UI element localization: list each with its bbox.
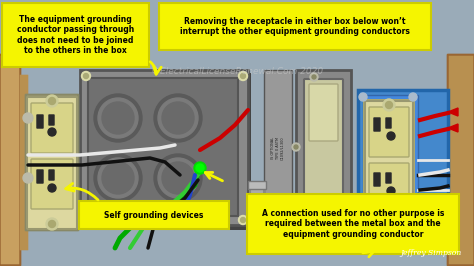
FancyBboxPatch shape (31, 159, 73, 209)
Text: The equipment grounding
conductor passing through
does not need to be joined
to : The equipment grounding conductor passin… (17, 15, 134, 55)
Circle shape (359, 93, 367, 101)
Circle shape (385, 102, 392, 109)
FancyBboxPatch shape (369, 163, 409, 213)
Circle shape (94, 154, 142, 202)
FancyBboxPatch shape (365, 101, 413, 247)
FancyBboxPatch shape (248, 181, 266, 189)
Circle shape (162, 102, 194, 134)
FancyBboxPatch shape (264, 70, 292, 230)
Circle shape (383, 237, 395, 249)
FancyBboxPatch shape (31, 103, 73, 153)
Circle shape (83, 73, 89, 78)
FancyBboxPatch shape (296, 70, 351, 228)
Circle shape (312, 220, 316, 224)
Circle shape (46, 95, 58, 107)
Circle shape (98, 158, 138, 198)
FancyBboxPatch shape (0, 55, 20, 265)
FancyBboxPatch shape (49, 170, 55, 180)
FancyBboxPatch shape (26, 95, 78, 230)
Circle shape (292, 143, 300, 151)
Circle shape (240, 218, 246, 222)
FancyBboxPatch shape (364, 100, 414, 248)
FancyBboxPatch shape (2, 3, 149, 67)
FancyBboxPatch shape (36, 170, 43, 183)
FancyBboxPatch shape (309, 84, 338, 141)
Text: Self grounding devices: Self grounding devices (104, 210, 204, 219)
Circle shape (240, 73, 246, 78)
Circle shape (48, 98, 55, 105)
Circle shape (158, 98, 198, 138)
FancyBboxPatch shape (80, 70, 248, 225)
Circle shape (409, 93, 417, 101)
FancyBboxPatch shape (20, 75, 28, 250)
FancyBboxPatch shape (386, 173, 392, 183)
Circle shape (82, 215, 91, 225)
Circle shape (383, 99, 395, 111)
Circle shape (294, 145, 298, 149)
FancyBboxPatch shape (27, 97, 77, 229)
FancyBboxPatch shape (49, 115, 55, 125)
Circle shape (154, 94, 202, 142)
FancyBboxPatch shape (374, 118, 380, 131)
Circle shape (83, 218, 89, 222)
FancyBboxPatch shape (247, 194, 459, 254)
Circle shape (310, 73, 318, 81)
FancyBboxPatch shape (79, 201, 229, 229)
FancyBboxPatch shape (386, 118, 392, 128)
Text: Jeffrey Simpson: Jeffrey Simpson (401, 249, 462, 257)
Circle shape (48, 221, 55, 227)
Circle shape (48, 128, 56, 136)
Circle shape (82, 72, 91, 81)
Polygon shape (448, 124, 458, 132)
FancyBboxPatch shape (374, 173, 380, 186)
Circle shape (98, 98, 138, 138)
Circle shape (194, 162, 206, 174)
Circle shape (162, 162, 194, 194)
Circle shape (312, 75, 316, 79)
Circle shape (196, 164, 204, 172)
Circle shape (238, 72, 247, 81)
FancyBboxPatch shape (363, 95, 418, 247)
Polygon shape (448, 108, 458, 116)
Circle shape (409, 241, 417, 249)
FancyBboxPatch shape (304, 79, 343, 219)
Circle shape (387, 132, 395, 140)
Circle shape (48, 184, 56, 192)
FancyBboxPatch shape (159, 3, 431, 50)
FancyBboxPatch shape (88, 78, 238, 216)
FancyBboxPatch shape (36, 115, 43, 128)
Circle shape (23, 113, 33, 123)
Text: ©ElectricalLicenseRenewal.Com 2020: ©ElectricalLicenseRenewal.Com 2020 (151, 68, 323, 77)
Circle shape (46, 218, 58, 230)
Circle shape (359, 241, 367, 249)
FancyBboxPatch shape (358, 90, 448, 252)
FancyBboxPatch shape (250, 185, 264, 250)
Circle shape (23, 173, 33, 183)
FancyBboxPatch shape (83, 73, 251, 230)
Text: A connection used for no other purpose is
required between the metal box and the: A connection used for no other purpose i… (262, 209, 444, 239)
Circle shape (387, 187, 395, 195)
Circle shape (154, 154, 202, 202)
Circle shape (385, 239, 392, 247)
FancyBboxPatch shape (448, 55, 474, 265)
Circle shape (310, 218, 318, 226)
Circle shape (102, 162, 134, 194)
Text: IS OPTIONAL
TYPE X ASTM
C1092/L1300: IS OPTIONAL TYPE X ASTM C1092/L1300 (272, 136, 284, 160)
Text: Removing the receptacle in either box below won’t
interrupt the other equipment : Removing the receptacle in either box be… (180, 17, 410, 36)
FancyBboxPatch shape (369, 107, 409, 157)
Circle shape (102, 102, 134, 134)
Circle shape (158, 158, 198, 198)
Circle shape (238, 215, 247, 225)
Circle shape (94, 94, 142, 142)
